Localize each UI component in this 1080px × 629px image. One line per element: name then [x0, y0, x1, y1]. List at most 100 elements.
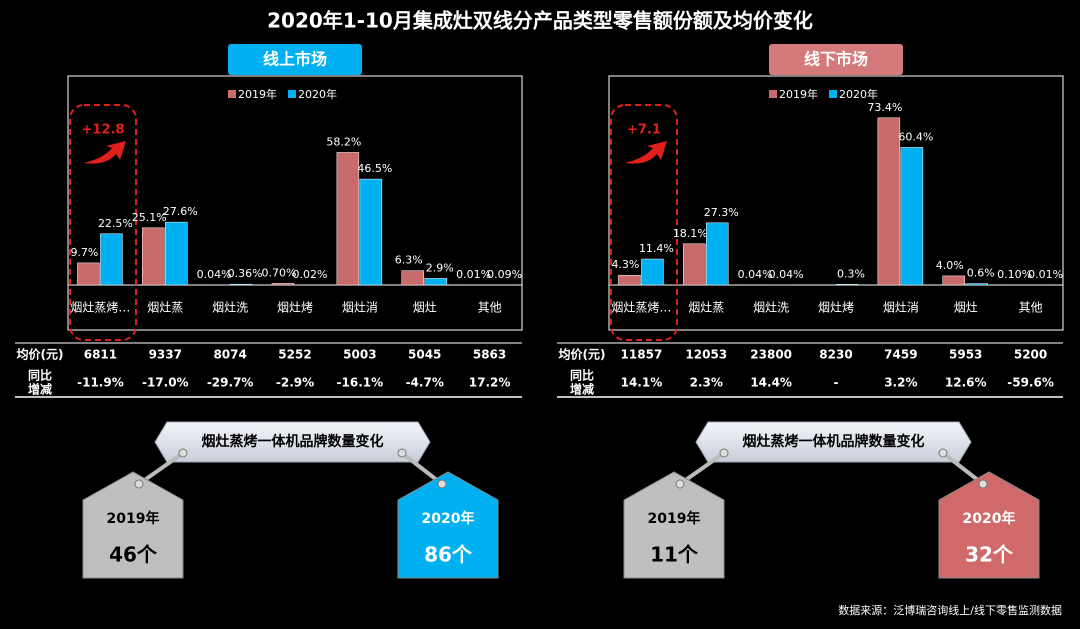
brand-year: 2019年 [648, 510, 701, 527]
price: 9337 [149, 348, 182, 362]
legend-label: 2019年 [779, 87, 818, 101]
ribbon-title: 烟灶蒸烤一体机品牌数量变化 [743, 433, 925, 450]
value-label: 18.1% [673, 227, 708, 240]
pin [719, 448, 729, 458]
pin [134, 479, 144, 489]
price: 6811 [84, 348, 117, 362]
yoy: 14.1% [621, 376, 663, 390]
yoy: - [834, 376, 839, 390]
bar [900, 147, 924, 286]
panel-title: 线下市场 [804, 50, 868, 69]
highlight-box [69, 104, 137, 341]
x-tick-label: 烟灶 [413, 301, 437, 315]
value-label: 0.02% [293, 268, 328, 281]
price: 12053 [685, 348, 727, 362]
panel-title-bg [228, 44, 362, 75]
legend-swatch [769, 90, 777, 98]
x-tick-label: 其他 [478, 301, 502, 315]
legend-swatch [288, 90, 296, 98]
price: 5953 [949, 348, 982, 362]
price: 5200 [1014, 348, 1047, 362]
bar [683, 243, 706, 286]
value-label: 22.5% [98, 217, 133, 230]
plot-frame [608, 75, 1064, 331]
x-tick-label: 烟灶 [954, 301, 978, 315]
brand-count: 86个 [424, 543, 473, 567]
legend-label: 2019年 [238, 87, 277, 101]
x-tick-label: 烟灶洗 [212, 301, 248, 315]
house [623, 471, 725, 579]
yoy-header: 同比 [570, 368, 594, 383]
value-label: 11.4% [639, 242, 674, 255]
value-label: 0.6% [967, 267, 995, 280]
value-label: 73.4% [867, 101, 902, 114]
pin [675, 479, 685, 489]
value-label: 60.4% [898, 130, 933, 143]
brand-count: 46个 [109, 543, 158, 567]
price: 5863 [473, 348, 506, 362]
value-label: 27.6% [163, 205, 198, 218]
house [938, 471, 1040, 579]
house [82, 471, 184, 579]
value-label: 0.04% [197, 268, 232, 281]
legend-swatch [829, 90, 837, 98]
brand-year: 2020年 [963, 510, 1016, 527]
x-tick-label: 烟灶烤 [277, 300, 313, 315]
price-header: 均价(元) [17, 347, 64, 362]
house [397, 471, 499, 579]
highlight-box [610, 104, 678, 341]
pin [178, 448, 188, 458]
yoy-header: 增减 [570, 382, 594, 397]
price: 11857 [621, 348, 663, 362]
x-tick-label: 烟灶洗 [753, 301, 789, 315]
price: 5003 [343, 348, 376, 362]
pin [938, 448, 948, 458]
legend-label: 2020年 [298, 87, 337, 101]
value-label: 0.04% [738, 268, 773, 281]
bar [942, 275, 965, 286]
price: 7459 [884, 348, 917, 362]
value-label: 0.01% [1028, 268, 1063, 281]
value-label: 0.10% [997, 268, 1032, 281]
string [678, 451, 726, 486]
value-label: 0.70% [262, 266, 297, 279]
legend-label: 2020年 [839, 87, 878, 101]
value-label: 0.36% [228, 267, 263, 280]
source: 数据来源：泛博瑞咨询线上/线下零售监测数据 [838, 603, 1062, 617]
bar [618, 274, 641, 286]
price: 5252 [278, 348, 311, 362]
yoy: -2.9% [276, 376, 314, 390]
x-tick-label: 烟灶蒸烤… [70, 300, 130, 315]
x-tick-label: 烟灶蒸 [147, 301, 183, 315]
bar [424, 278, 447, 286]
yoy: 17.2% [469, 376, 511, 390]
bar [877, 117, 901, 286]
value-label: 0.01% [456, 268, 491, 281]
brand-year: 2020年 [422, 510, 475, 527]
yoy: -59.6% [1007, 376, 1054, 390]
x-tick-label: 烟灶蒸 [688, 301, 724, 315]
value-label: 4.3% [611, 258, 639, 271]
page-title: 2020年1-10月集成灶双线分产品类型零售额份额及均价变化 [267, 9, 813, 33]
bar [77, 262, 100, 286]
yoy: -29.7% [207, 376, 254, 390]
value-label: 4.0% [936, 259, 964, 272]
annotation: +7.1 [627, 123, 661, 138]
value-label: 27.3% [704, 206, 739, 219]
value-label: 0.09% [487, 268, 522, 281]
price: 8230 [819, 348, 852, 362]
yoy: 2.3% [690, 376, 723, 390]
yoy: -11.9% [77, 376, 124, 390]
pin [437, 479, 447, 489]
value-label: 25.1% [132, 211, 167, 224]
x-tick-label: 烟灶消 [883, 301, 919, 315]
pin [978, 479, 988, 489]
value-label: 2.9% [426, 261, 454, 274]
value-label: 58.2% [326, 135, 361, 148]
brand-count: 32个 [965, 543, 1014, 567]
bar [835, 284, 859, 286]
x-tick-label: 烟灶烤 [818, 300, 854, 315]
bar [100, 233, 123, 286]
ribbon-title: 烟灶蒸烤一体机品牌数量变化 [202, 433, 384, 450]
